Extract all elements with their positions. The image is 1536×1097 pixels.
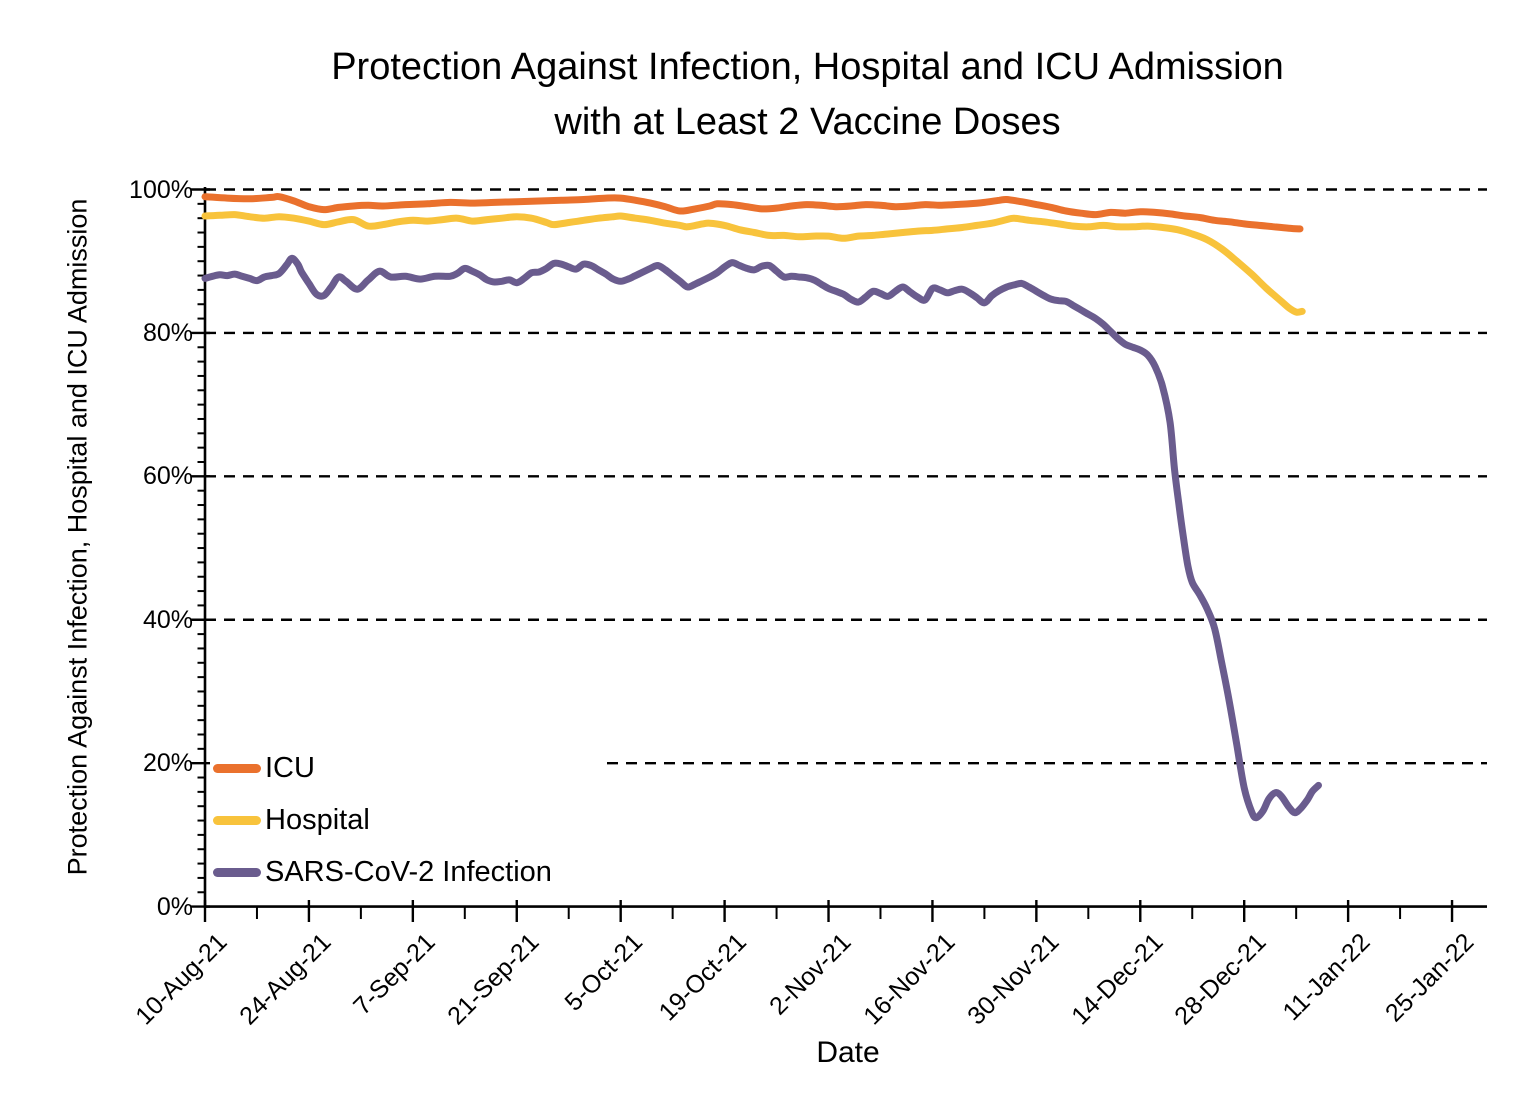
chart-title: Protection Against Infection, Hospital a… [79,40,1536,150]
legend-item-sars-cov-2-infection: SARS-CoV-2 Infection [213,846,606,898]
y-tick-label: 60% [142,462,193,491]
legend-label: Hospital [265,804,370,836]
hospital-line [201,211,1306,316]
chart-title-line1: Protection Against Infection, Hospital a… [331,46,1284,88]
icu-line [201,193,1304,233]
legend: ICU Hospital SARS-CoV-2 Infection [213,742,606,898]
y-tick-label: 100% [129,175,193,204]
x-axis-title: Date [816,1036,880,1069]
y-tick-label: 20% [142,749,193,778]
chart-title-line2: with at Least 2 Vaccine Doses [554,101,1061,143]
legend-swatch-icon [213,867,261,877]
legend-swatch-icon [213,763,261,773]
y-tick-label: 0% [156,892,193,921]
legend-label: ICU [265,752,315,784]
y-tick-label: 40% [142,605,193,634]
legend-swatch-icon [213,815,261,825]
legend-item-icu: ICU [213,742,606,794]
y-tick-label: 80% [142,318,193,347]
infection-line [201,254,1322,822]
legend-label: SARS-CoV-2 Infection [265,856,552,888]
legend-item-hospital: Hospital [213,794,606,846]
